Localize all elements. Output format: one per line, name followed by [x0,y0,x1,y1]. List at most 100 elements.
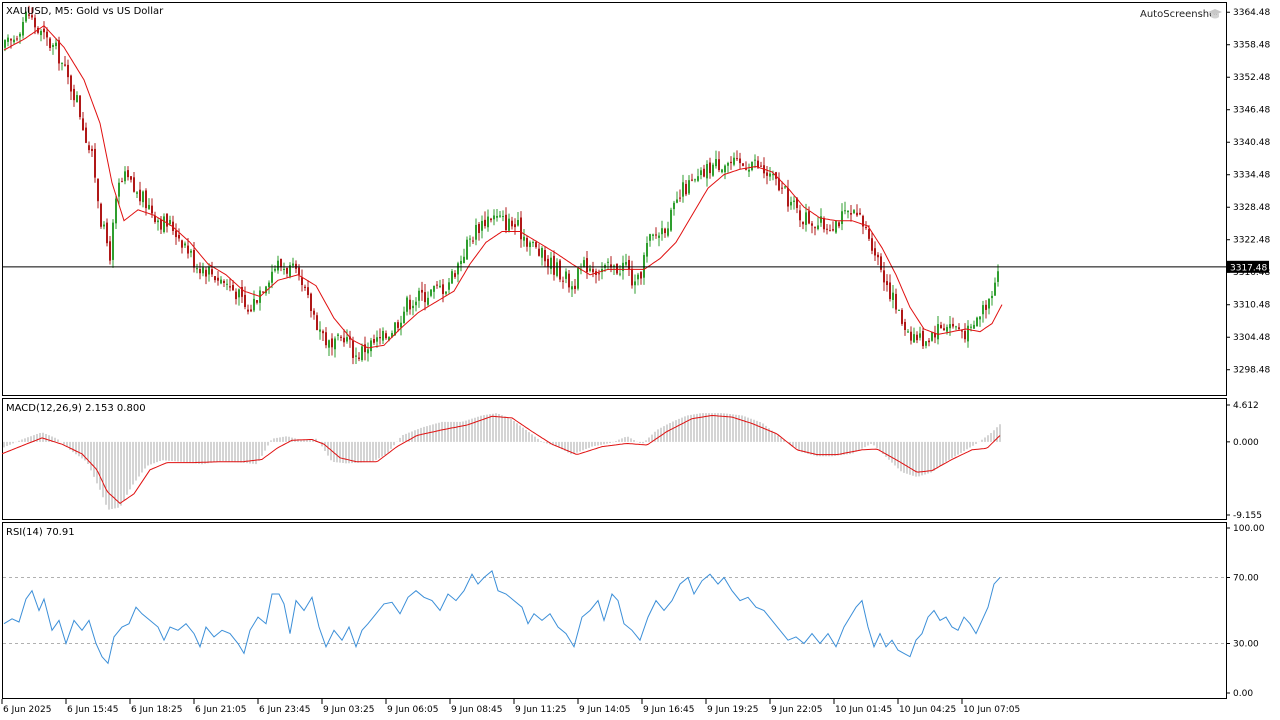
candle-body [343,337,345,343]
candle-body [877,254,879,258]
candle-body [607,261,609,263]
candle-body [556,262,558,276]
candle-body [484,219,486,227]
candle-body [280,258,282,268]
candle-body [301,277,303,286]
candle-body [307,287,309,295]
candle-body [571,286,573,290]
candle-body [430,289,432,296]
candle-body [241,286,243,297]
macd-axis: 4.612 0.000 -9.155 [1226,401,1262,521]
time-tick-label: 6 Jun 15:45 [67,705,118,715]
candle-body [871,238,873,251]
macd-pane-frame[interactable] [2,398,1227,520]
candle-body [406,297,408,312]
candle-body [937,324,939,340]
rsi-tick-label: 0.00 [1233,689,1253,699]
price-tick-label: 3304.48 [1233,333,1270,343]
candle-body [394,322,396,336]
candle-body [724,165,726,173]
candle-body [340,336,342,338]
candle-body [361,346,363,361]
candle-body [154,215,156,222]
candle-body [253,298,255,311]
candle-body [85,127,87,143]
candle-body [697,176,699,181]
candle-body [109,241,111,261]
candle-body [904,321,906,330]
candle-body [334,338,336,350]
candle-body [793,200,795,202]
price-pane-frame[interactable] [2,2,1227,396]
candle-body [277,260,279,271]
candle-body [838,222,840,227]
candle-body [952,323,954,327]
candle-body [40,30,42,36]
time-tick-label: 9 Jun 11:25 [515,705,566,715]
candle-body [205,269,207,277]
candle-body [184,243,186,246]
rsi-pane-frame[interactable] [2,522,1227,699]
candle-body [247,309,249,312]
candle-body [100,203,102,227]
candle-body [928,340,930,343]
candle-body [889,282,891,300]
candle-body [76,95,78,103]
candle-body [601,269,603,272]
candle-body [163,216,165,233]
candle-body [250,309,252,312]
candle-body [319,329,321,332]
candle-body [847,210,849,213]
candle-body [631,268,633,286]
candle-body [28,14,30,16]
price-tick-label: 3358.48 [1233,41,1270,51]
candle-body [232,284,234,291]
candle-body [730,161,732,164]
candle-body [658,235,660,238]
candle-body [814,227,816,229]
rsi-title: RSI(14) 70.91 [6,527,75,538]
candle-body [10,39,12,41]
rsi-series [3,570,1001,665]
candle-body [457,263,459,275]
rsi-line [3,570,1001,665]
candle-body [799,210,801,221]
candle-body [577,268,579,289]
candle-body [649,234,651,241]
candle-body [850,213,852,215]
candle-body [559,260,561,280]
candle-body [703,168,705,177]
candle-body [994,282,996,296]
candle-body [22,21,24,36]
candle-body [397,322,399,328]
candle-body [403,311,405,323]
candle-body [883,270,885,283]
candle-body [196,268,198,270]
candle-body [745,168,747,170]
candle-body [121,181,123,183]
candle-body [373,339,375,343]
candle-body [781,187,783,189]
candle-body [382,331,384,341]
candle-body [976,317,978,327]
candle-body [424,292,426,303]
candle-body [469,238,471,240]
candle-body [910,331,912,341]
time-tick-label: 9 Jun 03:25 [323,705,374,715]
candle-body [400,322,402,328]
candle-body [70,75,72,92]
candle-body [466,239,468,260]
candle-body [364,344,366,353]
candle-body [805,212,807,225]
candle-body [226,283,228,285]
candle-body [19,33,21,37]
candle-body [61,62,63,64]
candle-body [283,268,285,270]
macd-histogram-series [3,413,1001,510]
candle-body [619,273,621,275]
candle-body [991,295,993,299]
candle-body [148,204,150,209]
candle-body [412,305,414,309]
candle-body [541,248,543,258]
